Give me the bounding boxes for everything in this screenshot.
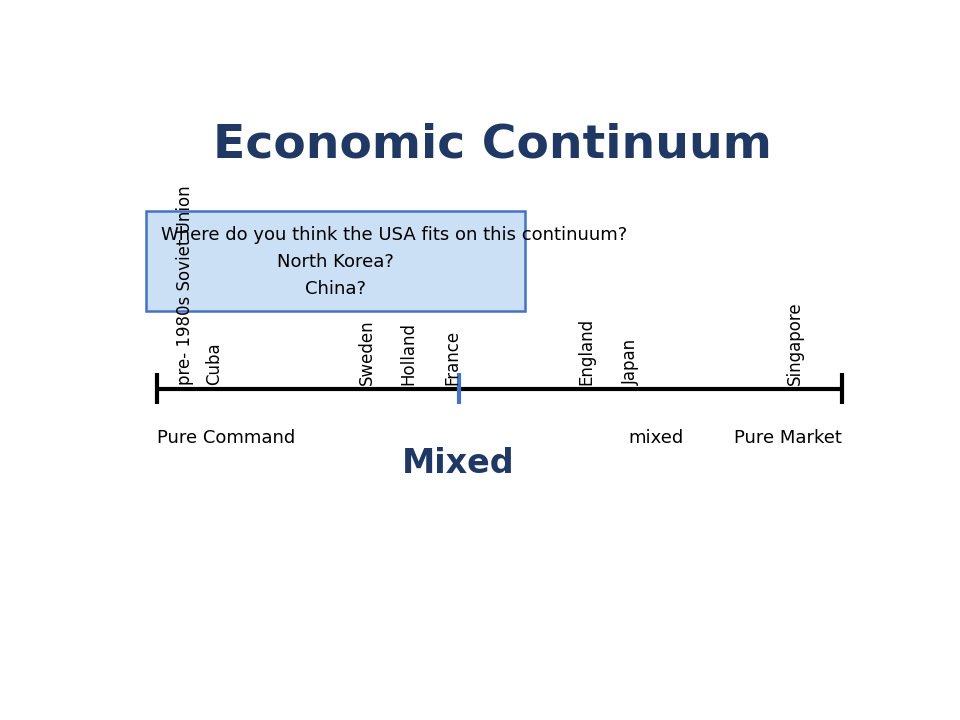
Text: Sweden: Sweden [358, 319, 376, 384]
Text: Singapore: Singapore [786, 301, 804, 384]
Text: Cuba: Cuba [205, 342, 224, 384]
Text: Economic Continuum: Economic Continuum [212, 122, 772, 167]
Text: China?: China? [305, 280, 367, 298]
Text: Mixed: Mixed [402, 447, 515, 480]
Text: North Korea?: North Korea? [277, 253, 395, 271]
Text: mixed: mixed [628, 429, 684, 447]
Text: pre- 1980s Soviet Union: pre- 1980s Soviet Union [176, 185, 194, 384]
Text: Pure Market: Pure Market [733, 429, 842, 447]
Text: Japan: Japan [622, 338, 640, 384]
Text: France: France [444, 330, 462, 384]
Text: Holland: Holland [399, 322, 417, 384]
Text: Pure Command: Pure Command [157, 429, 296, 447]
FancyBboxPatch shape [146, 211, 525, 311]
Text: England: England [578, 318, 595, 384]
Text: Where do you think the USA fits on this continuum?: Where do you think the USA fits on this … [161, 227, 627, 245]
